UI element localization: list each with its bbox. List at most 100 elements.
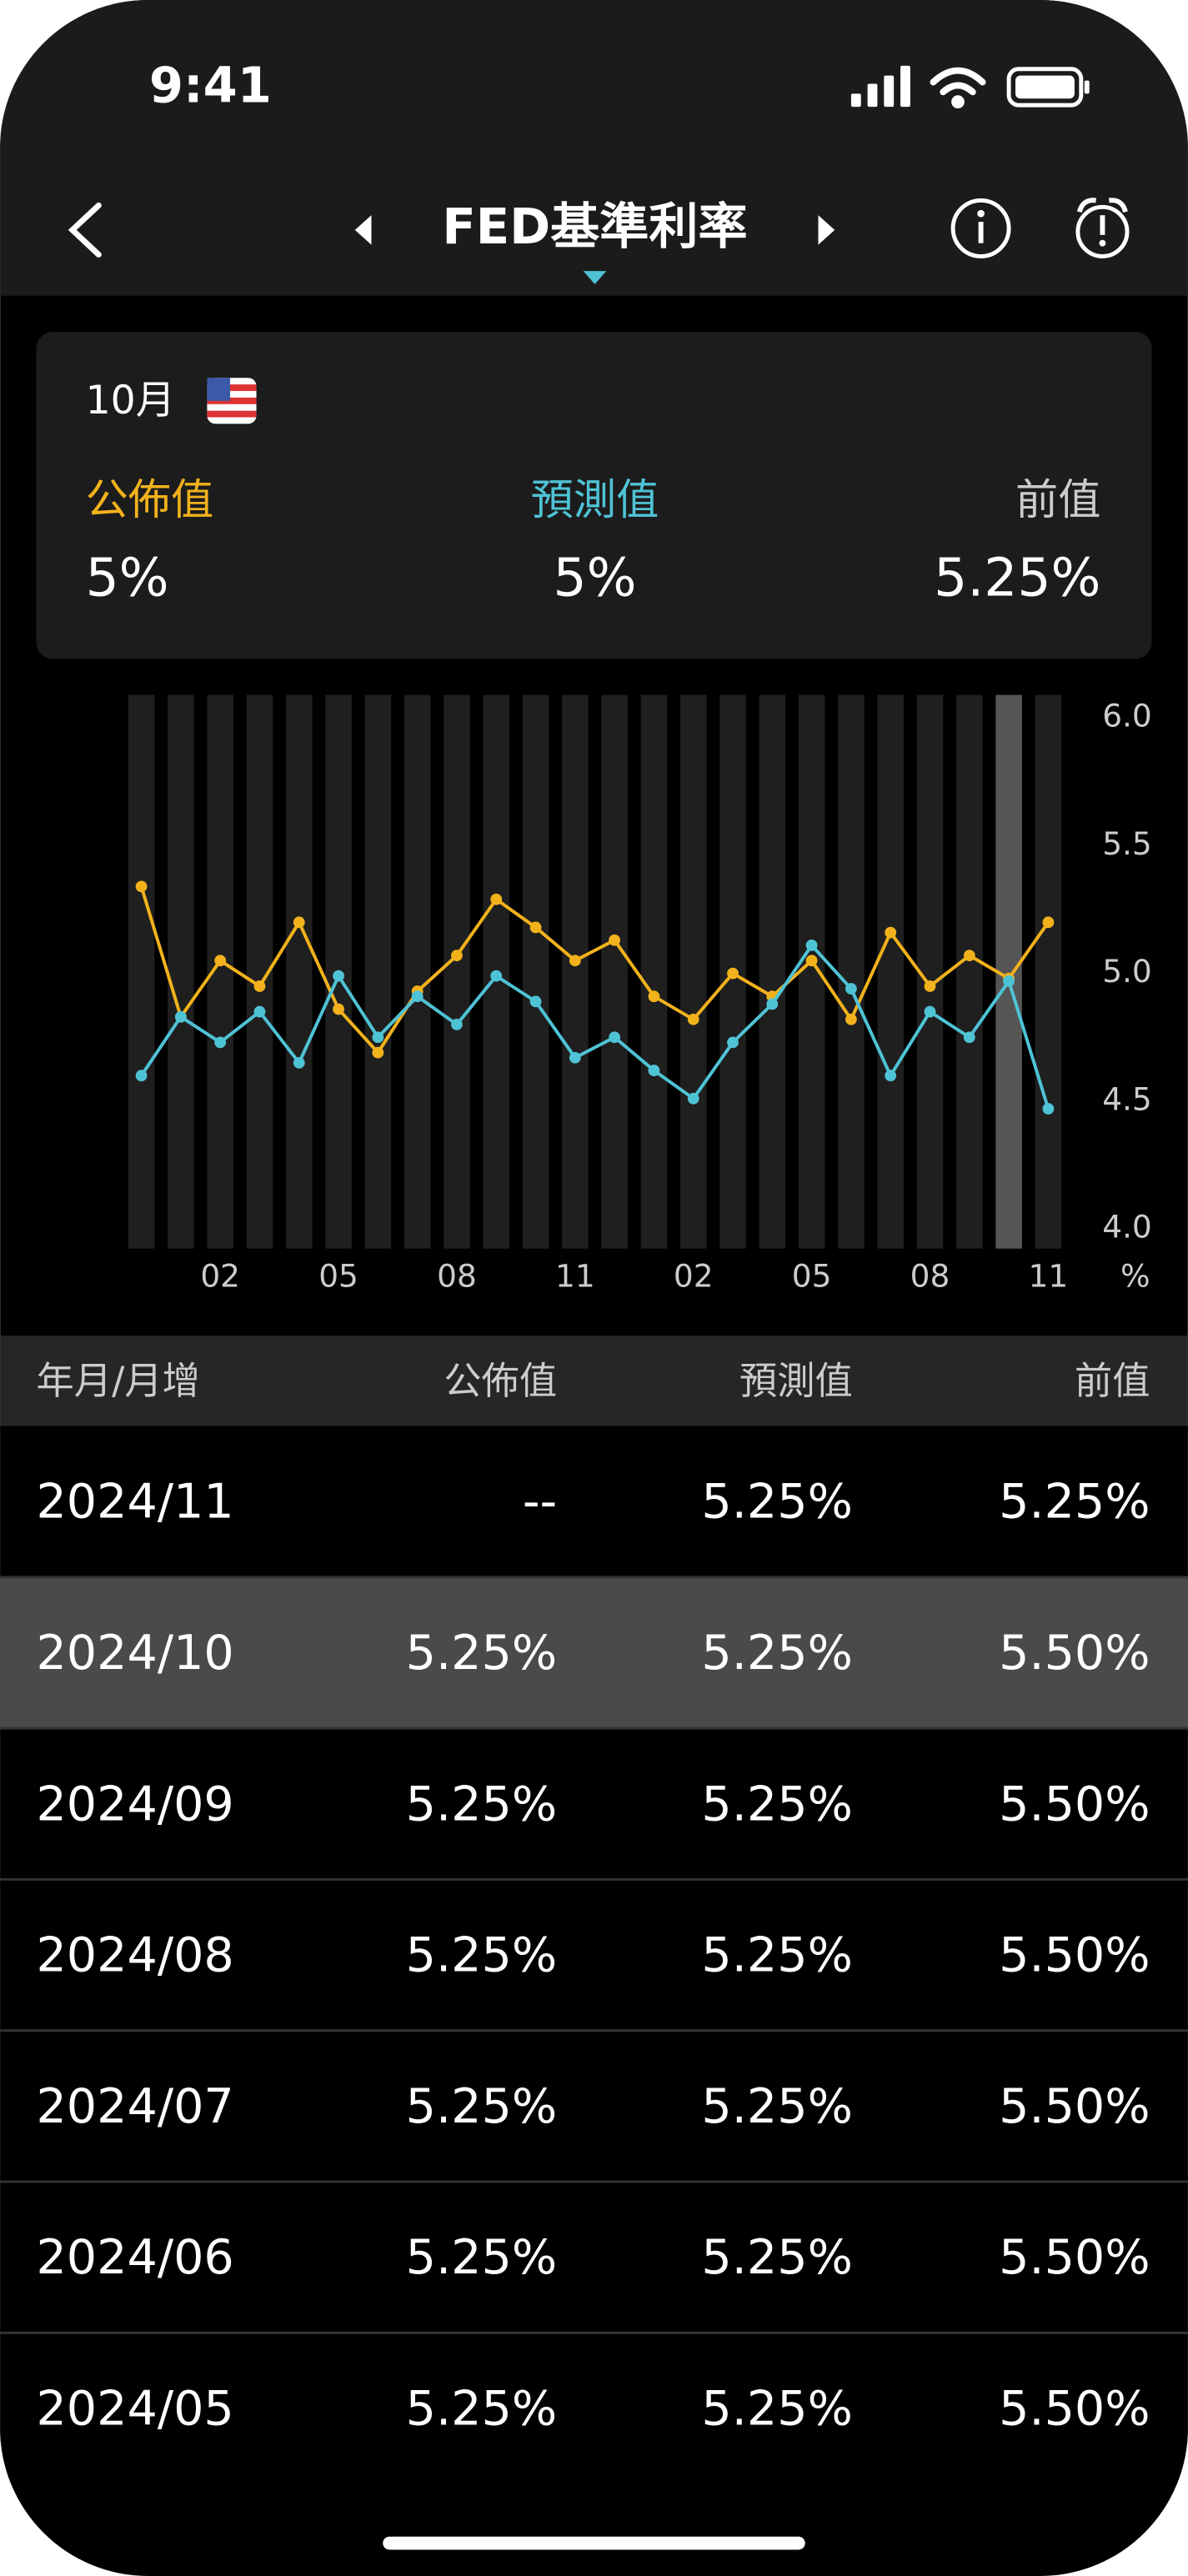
data-point <box>727 967 739 980</box>
x-tick-label: 02 <box>200 1258 240 1295</box>
data-point <box>924 980 936 992</box>
forecast-value: 5% <box>553 547 636 609</box>
top-bar <box>0 0 1188 296</box>
table-cell: 2024/09 <box>36 1777 233 1832</box>
released-value: 5% <box>86 547 169 609</box>
data-point <box>609 1031 621 1044</box>
data-point <box>963 1031 975 1044</box>
x-tick-label: 11 <box>555 1258 595 1295</box>
column-header: 預測值 <box>739 1359 853 1403</box>
table-header <box>0 1336 1188 1426</box>
data-point <box>174 1010 187 1023</box>
data-point <box>963 950 975 962</box>
data-point <box>609 934 621 946</box>
info-button[interactable] <box>950 198 1011 258</box>
table: 年月/月增 公佈值 預測值 前值 2024/11 -- 5.25% 5.25% 2024/10 5… <box>0 1336 1188 2484</box>
y-tick-label: 6.0 <box>1102 698 1152 734</box>
signal-icon <box>850 65 910 108</box>
column-band <box>444 694 470 1249</box>
data-point <box>1003 975 1015 987</box>
table-row <box>0 1426 1188 1577</box>
column-band <box>562 694 589 1249</box>
wifi-icon <box>930 67 986 109</box>
x-tick-label: 05 <box>792 1258 832 1295</box>
table-cell: 5.25% <box>406 1928 557 1983</box>
data-point <box>845 983 857 995</box>
next-button[interactable] <box>818 215 835 245</box>
battery-icon <box>1006 67 1090 108</box>
table-cell: 5.25% <box>701 2382 852 2437</box>
home-indicator <box>383 2536 805 2550</box>
table-cell: 5.50% <box>999 1626 1150 1681</box>
previous-value: 5.25% <box>934 547 1100 609</box>
table-cell: 5.25% <box>406 2230 557 2285</box>
column-band <box>286 694 313 1249</box>
column-band <box>679 694 707 1249</box>
data-point <box>529 995 542 1008</box>
table-cell: -- <box>523 1475 557 1530</box>
data-point <box>333 1003 344 1015</box>
data-point <box>451 950 463 962</box>
column-band <box>838 694 865 1249</box>
table-row <box>0 2030 1188 2183</box>
series-line <box>139 942 1050 1110</box>
data-point <box>1042 916 1055 929</box>
column-band <box>404 694 431 1249</box>
data-point <box>490 893 503 905</box>
table-cell: 5.25% <box>999 1475 1150 1530</box>
data-point <box>372 1046 384 1059</box>
x-tick-label: 11 <box>1029 1258 1069 1295</box>
table-row <box>0 2333 1188 2484</box>
data-point <box>293 1056 305 1069</box>
column-header: 前值 <box>1075 1359 1150 1403</box>
table-cell: 2024/08 <box>36 1928 233 1983</box>
table-cell: 5.25% <box>701 2079 852 2134</box>
table-cell: 2024/06 <box>36 2230 233 2285</box>
data-point <box>569 955 581 967</box>
data-point <box>648 1065 660 1076</box>
previous-label: 前值 <box>1015 475 1100 525</box>
table-cell: 5.50% <box>999 1928 1150 1983</box>
column-band <box>640 694 668 1249</box>
forecast-label: 預測值 <box>531 475 659 525</box>
data-point <box>333 970 344 982</box>
us-flag <box>207 378 257 424</box>
summary-card <box>36 332 1152 659</box>
prev-button[interactable] <box>354 215 372 245</box>
data-point <box>372 1031 384 1044</box>
table-cell: 2024/07 <box>36 2079 233 2134</box>
title-indicator <box>583 271 607 284</box>
table-cell: 5.25% <box>406 2382 557 2437</box>
table-cell: 5.25% <box>701 1777 852 1832</box>
y-tick-label: 5.5 <box>1102 825 1152 862</box>
data-point <box>1042 1103 1055 1115</box>
alarm-button[interactable] <box>1075 198 1130 258</box>
table-cell: 5.25% <box>406 1626 557 1681</box>
data-point <box>805 940 818 951</box>
x-tick-label: 08 <box>910 1258 950 1295</box>
x-tick-label: 05 <box>318 1258 358 1295</box>
x-tick-label: 02 <box>674 1258 714 1295</box>
data-point <box>687 1013 699 1025</box>
status-time: 9:41 <box>149 57 272 114</box>
table-cell: 5.25% <box>701 1928 852 1983</box>
column-band <box>956 694 983 1249</box>
data-point <box>293 916 305 929</box>
column-header: 公佈值 <box>444 1359 557 1403</box>
table-cell: 5.25% <box>701 2230 852 2285</box>
table-cell: 5.25% <box>406 1777 557 1832</box>
data-point <box>214 955 227 967</box>
data-point <box>569 1051 581 1064</box>
column-band <box>759 694 786 1249</box>
table-cell: 5.25% <box>701 1475 852 1530</box>
page-title: FED基準利率 <box>442 198 747 255</box>
y-tick-label: 4.0 <box>1102 1209 1152 1245</box>
column-band <box>128 694 155 1249</box>
data-point <box>805 955 818 967</box>
table-cell: 5.50% <box>999 1777 1150 1832</box>
data-point <box>411 990 424 1003</box>
data-point <box>766 998 779 1010</box>
back-button[interactable] <box>68 202 102 258</box>
